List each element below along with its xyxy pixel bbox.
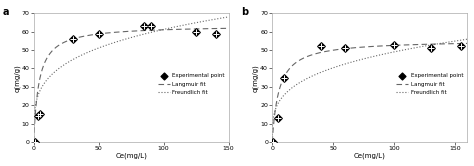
Point	[212, 32, 219, 35]
Freundlich fit	[81, 53, 87, 55]
Freundlich fit	[178, 25, 183, 27]
Y-axis label: q(mg/g): q(mg/g)	[252, 64, 259, 91]
Experimental point	[270, 141, 277, 143]
Point	[192, 30, 200, 33]
Experimental point	[212, 32, 219, 35]
Langmuir fit	[384, 45, 390, 47]
Freundlich fit	[119, 39, 125, 41]
Langmuir fit	[357, 46, 363, 48]
Langmuir fit	[178, 28, 183, 30]
Langmuir fit	[304, 56, 310, 58]
Freundlich fit	[416, 46, 422, 48]
Point	[140, 25, 148, 28]
Point	[95, 32, 102, 35]
Freundlich fit	[319, 71, 325, 73]
Experimental point	[427, 47, 434, 50]
Freundlich fit	[304, 78, 310, 80]
Point	[34, 115, 41, 118]
Line: Freundlich fit: Freundlich fit	[272, 39, 467, 135]
Legend: Experimental point, Langmuir fit, Freundlich fit: Experimental point, Langmuir fit, Freund…	[395, 72, 464, 96]
Langmuir fit	[119, 31, 125, 33]
Langmuir fit	[319, 51, 325, 53]
Freundlich fit	[65, 61, 71, 63]
Point	[390, 43, 398, 46]
Experimental point	[274, 117, 282, 119]
Experimental point	[69, 38, 76, 40]
Freundlich fit	[464, 38, 470, 40]
Point	[341, 47, 349, 50]
Experimental point	[341, 47, 349, 50]
Experimental point	[140, 25, 148, 28]
Freundlich fit	[161, 28, 167, 30]
Experimental point	[192, 30, 200, 33]
Langmuir fit	[146, 29, 151, 31]
Freundlich fit	[31, 131, 36, 133]
Point	[427, 47, 434, 50]
Line: Langmuir fit: Langmuir fit	[34, 28, 228, 142]
Text: b: b	[241, 7, 248, 17]
Legend: Experimental point, Langmuir fit, Freundlich fit: Experimental point, Langmuir fit, Freund…	[156, 72, 226, 96]
Point	[281, 76, 288, 79]
Line: Freundlich fit: Freundlich fit	[34, 17, 228, 132]
Experimental point	[457, 45, 465, 48]
Experimental point	[31, 141, 39, 143]
Point	[274, 117, 282, 119]
Point	[69, 38, 76, 40]
Freundlich fit	[146, 32, 151, 34]
Point	[36, 113, 44, 116]
X-axis label: Ce(mg/L): Ce(mg/L)	[354, 153, 385, 159]
Langmuir fit	[464, 42, 470, 44]
Freundlich fit	[226, 16, 231, 18]
Point	[31, 141, 39, 143]
Line: Langmuir fit: Langmuir fit	[272, 43, 467, 142]
Experimental point	[317, 45, 325, 48]
Freundlich fit	[269, 134, 275, 136]
Langmuir fit	[65, 40, 71, 42]
Langmuir fit	[81, 35, 87, 37]
Experimental point	[95, 32, 102, 35]
Experimental point	[281, 76, 288, 79]
Freundlich fit	[384, 52, 390, 54]
Freundlich fit	[357, 59, 363, 61]
Point	[147, 25, 155, 28]
X-axis label: Ce(mg/L): Ce(mg/L)	[115, 153, 147, 159]
Langmuir fit	[161, 29, 167, 31]
Point	[317, 45, 325, 48]
Langmuir fit	[31, 141, 36, 143]
Langmuir fit	[269, 141, 275, 143]
Text: a: a	[2, 7, 9, 17]
Experimental point	[390, 43, 398, 46]
Y-axis label: q(mg/g): q(mg/g)	[14, 64, 20, 91]
Freundlich fit	[400, 49, 405, 51]
Langmuir fit	[226, 27, 231, 29]
Langmuir fit	[416, 43, 422, 45]
Experimental point	[36, 113, 44, 116]
Point	[270, 141, 277, 143]
Experimental point	[34, 115, 41, 118]
Point	[457, 45, 465, 48]
Experimental point	[147, 25, 155, 28]
Langmuir fit	[400, 44, 405, 46]
